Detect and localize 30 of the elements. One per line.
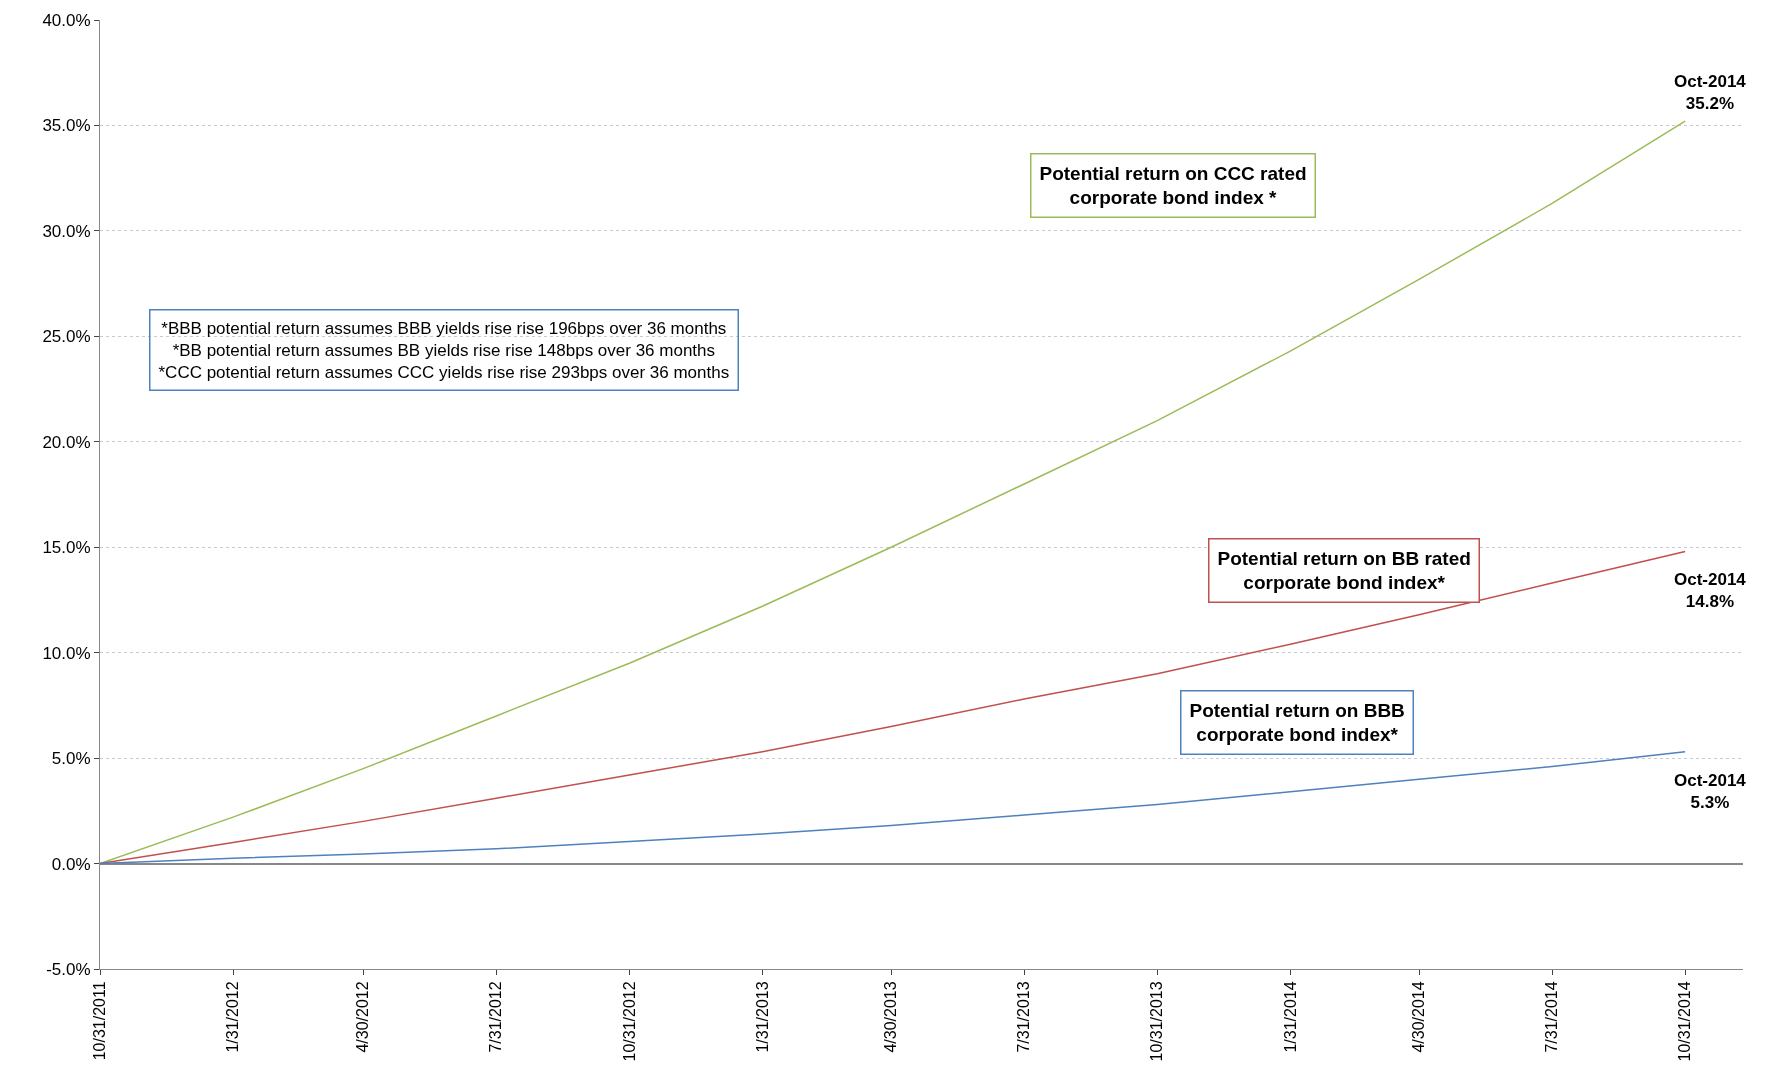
y-tick-label: 40.0%	[42, 10, 91, 30]
y-tick-label: 25.0%	[42, 327, 91, 347]
x-tick-label: 7/31/2012	[487, 981, 505, 1053]
x-tick-label: 4/30/2012	[354, 981, 372, 1053]
x-tick-label: 4/30/2013	[882, 981, 900, 1053]
y-tick-label: 35.0%	[42, 116, 91, 136]
y-tick-label: 20.0%	[42, 432, 91, 452]
x-tick-label: 7/31/2013	[1015, 981, 1033, 1053]
annotation: Oct-2014 14.8%	[1674, 570, 1747, 612]
x-tick-label: 1/31/2013	[753, 981, 771, 1053]
x-tick-label: 4/30/2014	[1410, 981, 1428, 1053]
series-label: Potential return on BB rated corporate bond index*	[1217, 547, 1471, 594]
annotation: Oct-2014 35.2%	[1674, 72, 1747, 114]
y-tick-label: 10.0%	[42, 643, 91, 663]
x-tick-label: 7/31/2014	[1543, 981, 1561, 1053]
series-label: Potential return on BBB corporate bond index*	[1189, 699, 1405, 746]
y-tick-label: 0.0%	[51, 854, 91, 874]
annotation: *BBB potential return assumes BBB yields rise rise 196bps over 36 months *BB potential return assumes BB yields rise rise 148bps over 36 months *CCC potential return assumes CCC yields rise rise 293bps over 36 months	[158, 318, 730, 382]
annotation: Oct-2014 5.3%	[1674, 771, 1747, 813]
x-tick-label: 10/31/2012	[620, 981, 638, 1062]
x-tick-label: 10/31/2013	[1148, 981, 1166, 1062]
y-tick-label: 15.0%	[42, 538, 91, 558]
x-tick-label: 1/31/2014	[1281, 981, 1299, 1053]
y-tick-label: 30.0%	[42, 221, 91, 241]
x-tick-label: 10/31/2014	[1676, 981, 1694, 1062]
x-tick-label: 10/31/2011	[91, 981, 109, 1061]
y-tick-label: 5.0%	[51, 749, 91, 769]
y-tick-label: -5.0%	[46, 959, 91, 979]
x-tick-label: 1/31/2012	[224, 981, 242, 1053]
text: Potential return on CCC rated corporate bond index *	[1039, 162, 1307, 209]
